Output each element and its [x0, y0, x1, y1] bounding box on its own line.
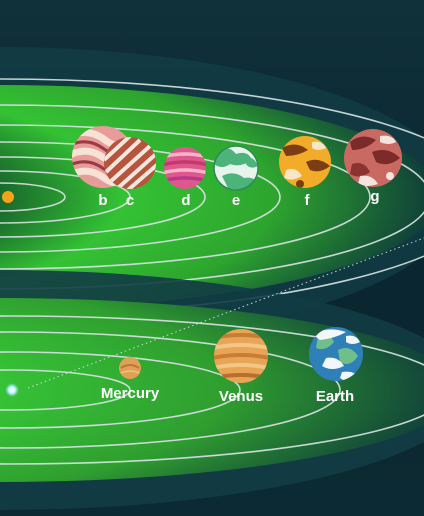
planet-label-d: d: [181, 192, 190, 209]
planet-label-f: f: [305, 192, 311, 209]
orbit-lines-top: [0, 78, 424, 316]
planet-label-g: g: [370, 188, 379, 205]
sun: [9, 387, 15, 393]
planet-label-mercury: Mercury: [101, 385, 160, 402]
planet-label-e: e: [232, 192, 240, 209]
planet-label-venus: Venus: [219, 388, 263, 405]
planet-f: [279, 136, 331, 188]
planet-e: [213, 145, 259, 191]
planet-mercury: [119, 357, 141, 379]
planet-c: [104, 137, 156, 189]
planet-g: [344, 129, 402, 187]
trappist-star: [2, 191, 14, 203]
scale-connector-line: [27, 237, 424, 389]
orbit-lines-bottom: [0, 315, 424, 465]
planet-label-earth: Earth: [316, 388, 354, 405]
planet-earth: [309, 327, 363, 381]
planet-label-c: c: [126, 192, 134, 209]
planet-label-b: b: [98, 192, 107, 209]
